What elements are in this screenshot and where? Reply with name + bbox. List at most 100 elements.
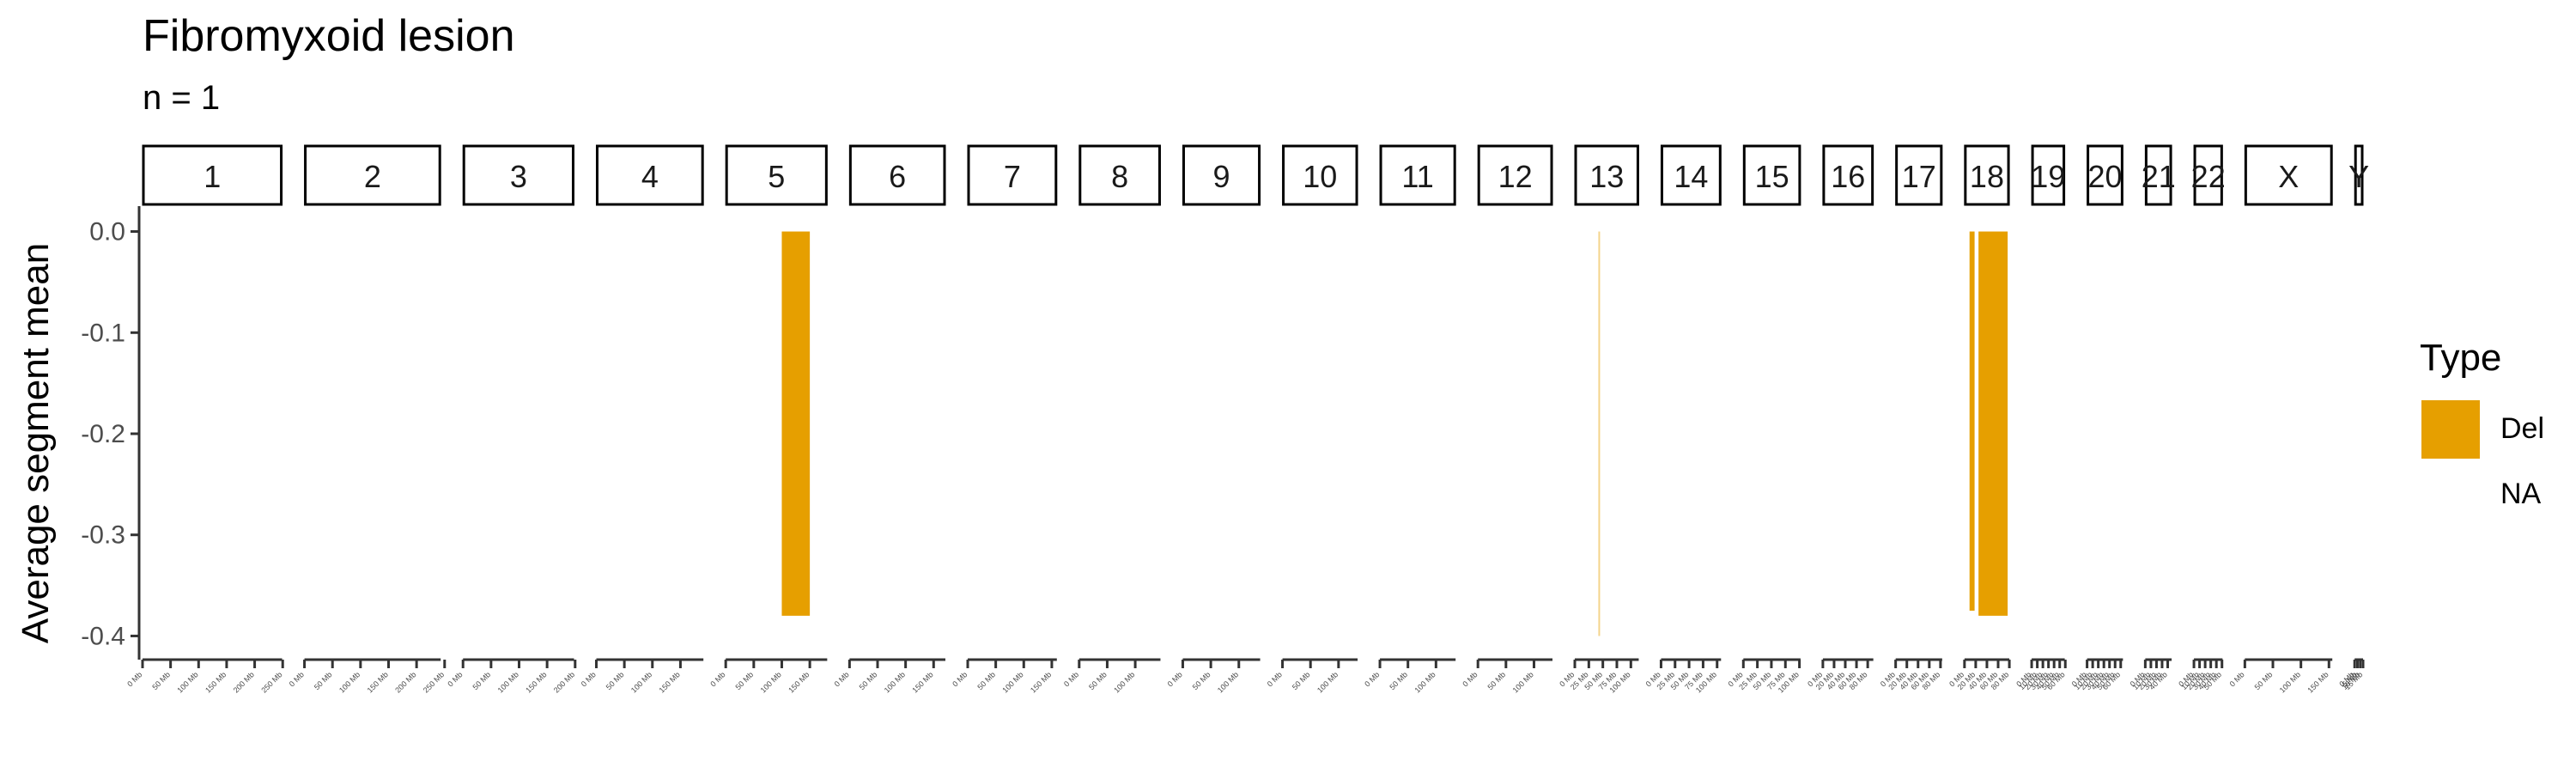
x-tick-label: 100 Mb bbox=[883, 670, 907, 694]
x-tick-label: 50 Mb bbox=[605, 670, 626, 691]
strip-label-chr-17: 17 bbox=[1902, 159, 1936, 194]
x-tick-label: 250 Mb bbox=[422, 670, 446, 694]
segment-bar-chr-18-2 bbox=[1969, 231, 1975, 612]
x-tick-label: 100 Mb bbox=[1315, 670, 1340, 694]
x-tick-label: 100 Mb bbox=[175, 670, 199, 694]
x-tick-label: 150 Mb bbox=[1029, 670, 1053, 694]
x-tick-label: 50 Mb bbox=[733, 670, 755, 691]
x-tick-label: 0 Mb bbox=[288, 670, 306, 688]
strip-label-chr-20: 20 bbox=[2087, 159, 2122, 194]
strip-chr-4 bbox=[595, 144, 704, 206]
strip-label-chr-15: 15 bbox=[1755, 159, 1789, 194]
strip-label-chr-19: 19 bbox=[2031, 159, 2065, 194]
y-tick-label: -0.3 bbox=[81, 521, 125, 550]
strip-label-chr-11: 11 bbox=[1401, 159, 1433, 194]
strip-chr-9 bbox=[1182, 144, 1261, 206]
strip-chr-18 bbox=[1964, 144, 2010, 206]
x-tick-label: 50 Mb bbox=[1485, 670, 1507, 691]
x-tick-label: 150 Mb bbox=[658, 670, 682, 694]
strip-label-chr-3: 3 bbox=[510, 159, 527, 194]
strip-label-chr-18: 18 bbox=[1970, 159, 2004, 194]
x-tick-label: 150 Mb bbox=[524, 670, 548, 694]
x-tick-label: 100 Mb bbox=[1413, 670, 1437, 694]
strip-label-chr-12: 12 bbox=[1498, 159, 1533, 194]
legend-label-del: Del bbox=[2500, 412, 2545, 445]
x-tick-label: 200 Mb bbox=[552, 670, 576, 694]
strip-chr-22 bbox=[2193, 144, 2223, 206]
segment-bar-chr-18-3 bbox=[1978, 231, 2008, 616]
strip-label-chr-9: 9 bbox=[1212, 159, 1230, 194]
strip-label-chr-7: 7 bbox=[1004, 159, 1021, 194]
x-tick-label: 0 Mb bbox=[2228, 670, 2246, 688]
x-tick-label: 50 Mb bbox=[1388, 670, 1409, 691]
x-tick-label: 100 Mb bbox=[759, 670, 783, 694]
strip-label-chr-16: 16 bbox=[1831, 159, 1865, 194]
strip-label-chr-8: 8 bbox=[1111, 159, 1128, 194]
legend-label-na: NA bbox=[2500, 478, 2542, 510]
strip-chr-X bbox=[2244, 144, 2333, 206]
x-tick-label: 50 Mb bbox=[1087, 670, 1109, 691]
x-tick-label: 100 Mb bbox=[1000, 670, 1024, 694]
chart-subtitle: n = 1 bbox=[143, 79, 221, 117]
strip-label-chr-21: 21 bbox=[2142, 159, 2176, 194]
strip-chr-19 bbox=[2031, 144, 2066, 206]
strip-label-chr-2: 2 bbox=[364, 159, 381, 194]
strip-chr-15 bbox=[1742, 144, 1801, 206]
x-tick-label: 50 Mb bbox=[2253, 670, 2275, 691]
strip-label-chr-Y: Y bbox=[2348, 159, 2369, 194]
x-tick-label: 0 Mb bbox=[125, 670, 143, 688]
x-tick-label: 150 Mb bbox=[204, 670, 228, 694]
segment-bar-chr-13-1 bbox=[1598, 231, 1601, 636]
strip-chr-21 bbox=[2144, 144, 2172, 206]
strip-chr-13 bbox=[1574, 144, 1639, 206]
strip-chr-2 bbox=[304, 144, 441, 206]
strip-label-chr-10: 10 bbox=[1303, 159, 1337, 194]
y-tick-label: 0.0 bbox=[89, 218, 125, 247]
x-tick-label: 150 Mb bbox=[787, 670, 811, 694]
strip-chr-17 bbox=[1895, 144, 1943, 206]
strip-label-chr-6: 6 bbox=[889, 159, 906, 194]
x-tick-label: 50 Mb bbox=[858, 670, 879, 691]
strip-chr-Y bbox=[2354, 144, 2364, 206]
strip-chr-3 bbox=[462, 144, 574, 206]
legend-key-del bbox=[2421, 400, 2480, 459]
x-tick-label: 150 Mb bbox=[2306, 670, 2330, 694]
x-tick-label: 0 Mb bbox=[951, 670, 969, 688]
strip-label-chr-4: 4 bbox=[641, 159, 659, 194]
strip-chr-12 bbox=[1477, 144, 1553, 206]
x-tick-label: 50 Mb bbox=[975, 670, 997, 691]
x-tick-label: 200 Mb bbox=[232, 670, 256, 694]
strip-chr-5 bbox=[725, 144, 828, 206]
strip-chr-11 bbox=[1379, 144, 1456, 206]
strip-label-chr-13: 13 bbox=[1589, 159, 1624, 194]
y-tick-label: -0.4 bbox=[81, 622, 125, 650]
x-tick-label: 0 Mb bbox=[708, 670, 726, 688]
strip-chr-10 bbox=[1282, 144, 1358, 206]
strip-chr-20 bbox=[2087, 144, 2123, 206]
x-tick-label: 150 Mb bbox=[366, 670, 390, 694]
segment-bar-chr-5-0 bbox=[781, 231, 811, 616]
x-tick-label: 0 Mb bbox=[446, 670, 464, 688]
x-tick-label: 100 Mb bbox=[1112, 670, 1136, 694]
x-tick-label: 0 Mb bbox=[833, 670, 851, 688]
x-tick-label: 0 Mb bbox=[1363, 670, 1381, 688]
x-tick-label: 0 Mb bbox=[1461, 670, 1479, 688]
strip-chr-6 bbox=[848, 144, 946, 206]
x-tick-label: 100 Mb bbox=[1216, 670, 1240, 694]
x-tick-label: 50 Mb bbox=[1291, 670, 1312, 691]
x-tick-label: 100 Mb bbox=[2278, 670, 2302, 694]
x-tick-label: 50 Mb bbox=[150, 670, 172, 691]
x-tick-label: 0 Mb bbox=[1166, 670, 1184, 688]
x-tick-label: 250 Mb bbox=[259, 670, 283, 694]
strip-chr-8 bbox=[1078, 144, 1161, 206]
strip-label-chr-5: 5 bbox=[768, 159, 785, 194]
strip-chr-16 bbox=[1822, 144, 1874, 206]
x-tick-label: 100 Mb bbox=[337, 670, 361, 694]
strip-label-chr-22: 22 bbox=[2191, 159, 2226, 194]
strip-label-chr-1: 1 bbox=[204, 159, 221, 194]
x-tick-label: 100 Mb bbox=[496, 670, 520, 694]
strip-label-chr-X: X bbox=[2278, 159, 2299, 194]
x-tick-label: 50 Mb bbox=[471, 670, 493, 691]
strip-chr-14 bbox=[1660, 144, 1722, 206]
